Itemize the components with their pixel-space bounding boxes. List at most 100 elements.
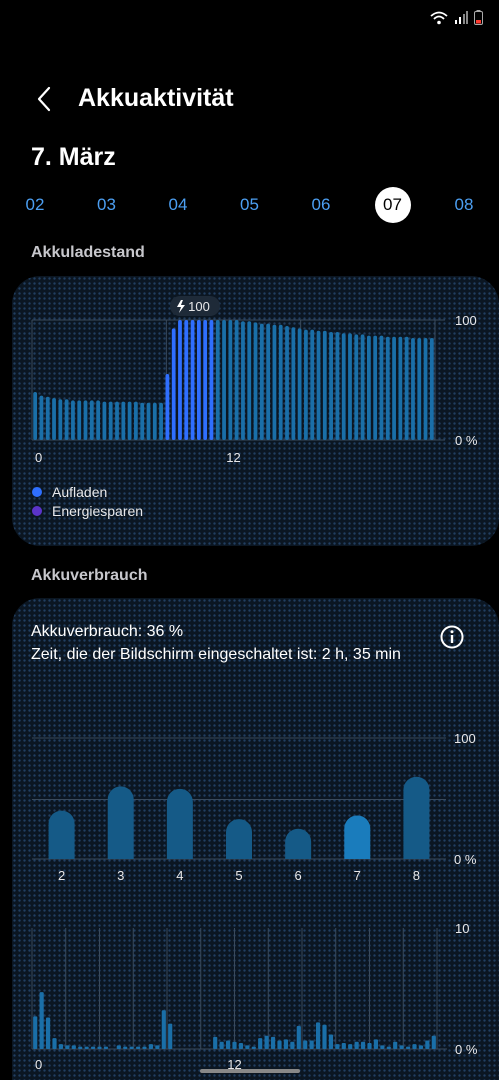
day-tab-06[interactable]: 06 (311, 195, 331, 214)
battery-level-bar (354, 334, 359, 440)
x-tick-label: 8 (413, 868, 420, 883)
battery-level-bar (96, 400, 101, 440)
hourly-usage-bar (373, 1039, 379, 1049)
hourly-usage-bar (367, 1042, 372, 1049)
back-button[interactable] (30, 85, 58, 113)
daily-usage-chart: 2 3 4 5 6 7 8 100 0 % (32, 731, 477, 883)
x-tick-label: 12 (227, 1057, 241, 1072)
hourly-usage-bar (335, 1044, 340, 1049)
hourly-usage-bar (225, 1040, 231, 1049)
battery-level-bar (417, 338, 422, 440)
header: Akkuaktivität (30, 84, 234, 113)
page-title: Akkuaktivität (78, 84, 234, 112)
hourly-usage-bar (142, 1046, 147, 1049)
bolt-icon (176, 300, 185, 313)
hourly-usage-bar (380, 1045, 385, 1049)
battery-level-bar (341, 333, 346, 440)
daily-usage-bar (285, 828, 312, 859)
battery-usage-section-title: Akkuverbrauch (31, 567, 148, 584)
daily-usage-bar (107, 786, 134, 859)
battery-level-bar (329, 332, 333, 440)
battery-level-bar (297, 328, 302, 440)
hourly-usage-bar (393, 1041, 398, 1049)
hourly-usage-bar (129, 1046, 134, 1049)
hourly-usage-bar (238, 1042, 244, 1049)
battery-level-bar (316, 330, 321, 440)
hourly-usage-bar (161, 1010, 166, 1049)
battery-level-bar (241, 321, 245, 440)
battery-level-bar (134, 401, 138, 440)
daily-usage-bar (166, 788, 193, 859)
hourly-usage-bar (219, 1041, 224, 1049)
hourly-usage-bar (270, 1036, 276, 1049)
hourly-usage-bar (277, 1040, 282, 1049)
hourly-usage-bar (39, 992, 44, 1049)
hourly-usage-bar (123, 1046, 128, 1049)
battery-level-bar (89, 400, 94, 440)
battery-level-bar (266, 323, 271, 440)
battery-level-bar (140, 402, 145, 440)
battery-level-card: 100 0 % 0 12 100 Aufladen Energiesparen (12, 276, 499, 546)
legend-label: Aufladen (52, 484, 108, 500)
hourly-usage-bar (412, 1044, 417, 1049)
x-tick-label: 2 (58, 868, 65, 883)
battery-level-bar (322, 330, 327, 440)
hourly-usage-bar (71, 1045, 76, 1049)
info-icon[interactable] (440, 625, 464, 649)
battery-level-bar (196, 320, 201, 440)
x-tick-label: 4 (176, 868, 183, 883)
battery-level-bar (222, 320, 226, 440)
x-tick-label: 12 (226, 450, 240, 465)
day-tab-08[interactable]: 08 (454, 195, 474, 214)
battery-level-bar (39, 395, 44, 440)
battery-level-bar (165, 374, 170, 440)
x-tick-label: 3 (117, 868, 124, 883)
battery-level-bar (184, 320, 189, 440)
y-tick-label: 0 % (454, 852, 477, 867)
day-tab-02[interactable]: 02 (25, 195, 45, 214)
legend-label: Energiesparen (52, 503, 144, 519)
battery-level-bar (102, 401, 107, 440)
day-tab-03[interactable]: 03 (97, 195, 116, 214)
x-tick-label: 7 (354, 868, 361, 883)
screen-time-text: Zeit, die der Bildschirm eingeschaltet i… (31, 646, 401, 663)
charge-callout-label: 100 (188, 299, 210, 314)
battery-usage-card: 2 3 4 5 6 7 8 100 0 % 10 0 % 0 12 (12, 598, 499, 1080)
battery-level-bar (171, 328, 176, 440)
hourly-usage-bar (264, 1035, 269, 1049)
x-tick-label: 6 (295, 868, 302, 883)
daily-usage-bar (344, 815, 371, 859)
hourly-usage-bar (103, 1046, 109, 1049)
battery-level-bar (304, 329, 308, 440)
battery-level-bar (335, 332, 340, 440)
hourly-usage-bar (405, 1046, 411, 1049)
battery-level-bar (272, 324, 277, 440)
battery-level-bar (285, 326, 289, 440)
battery-level-bar (209, 320, 214, 440)
day-tab-05[interactable]: 05 (240, 195, 259, 214)
hourly-usage-bar (303, 1040, 308, 1049)
hourly-usage-bar (52, 1038, 57, 1049)
battery-level-bar (247, 321, 252, 440)
hourly-usage-bar (425, 1040, 430, 1049)
battery-level-bar (373, 335, 378, 440)
y-tick-label: 100 (454, 731, 476, 746)
battery-level-bar (360, 334, 365, 440)
hourly-usage-bar (386, 1046, 391, 1049)
hourly-usage-bar (399, 1045, 404, 1049)
x-tick-label: 0 (35, 1057, 42, 1072)
y-tick-label: 10 (455, 921, 469, 936)
battery-level-bar (83, 400, 88, 440)
day-tab-07[interactable]: 07 (374, 187, 411, 223)
battery-level-bar (71, 400, 75, 440)
day-tab-04[interactable]: 04 (168, 195, 188, 214)
chevron-left-icon (37, 86, 51, 111)
daily-usage-bar (48, 810, 75, 859)
battery-level-bar (146, 402, 151, 440)
y-tick-label: 0 % (455, 1042, 478, 1057)
hourly-usage-bar (148, 1044, 154, 1049)
hourly-usage-bar (322, 1024, 327, 1049)
battery-level-bar (159, 402, 163, 440)
legend-dot (32, 506, 42, 516)
hourly-usage-bar (45, 1017, 51, 1049)
